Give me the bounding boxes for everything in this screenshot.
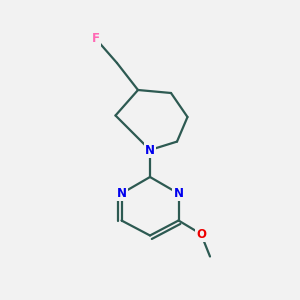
Text: N: N <box>116 187 127 200</box>
Text: N: N <box>145 143 155 157</box>
Text: O: O <box>196 227 206 241</box>
Text: F: F <box>92 32 100 46</box>
Text: N: N <box>173 187 184 200</box>
